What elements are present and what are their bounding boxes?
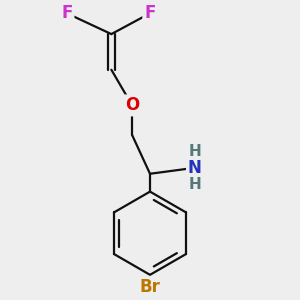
Text: F: F	[144, 4, 156, 22]
Text: Br: Br	[140, 278, 160, 296]
Text: H: H	[188, 144, 201, 159]
Text: F: F	[61, 4, 73, 22]
Text: O: O	[125, 96, 139, 114]
Text: H: H	[188, 177, 201, 192]
Text: N: N	[188, 159, 202, 177]
